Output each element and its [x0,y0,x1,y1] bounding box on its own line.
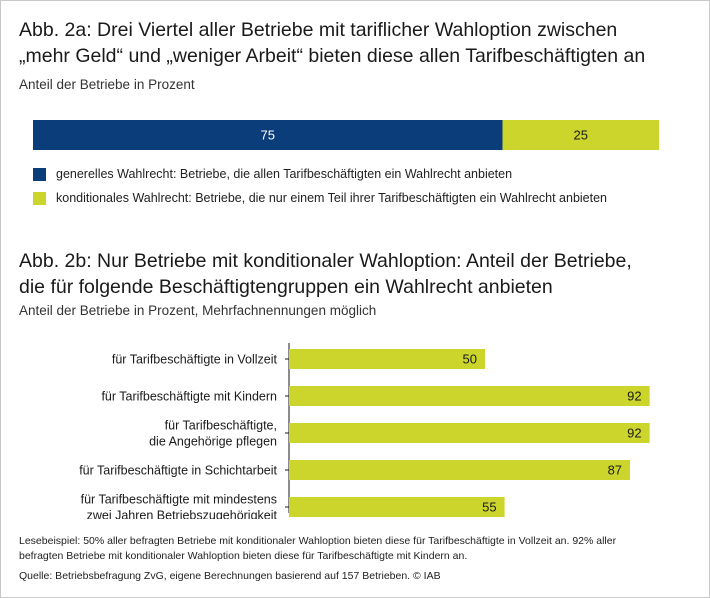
bar-value-label-4: 87 [608,463,622,478]
legend-label-conditional: konditionales Wahlrecht: Betriebe, die n… [56,191,608,205]
reading-example-line2: befragten Betriebe mit konditionaler Wah… [19,550,468,562]
bar-segment-label-2: 25 [574,128,588,143]
bar-segment-label-1: 75 [261,128,275,143]
category-label-3-line2: die Angehörige pflegen [149,435,277,449]
fig-b-title: Abb. 2b: Nur Betriebe mit konditionaler … [19,248,632,300]
legend-swatch-general [33,167,46,181]
bar-4 [289,460,631,480]
category-label-2: für Tarifbeschäftigte mit Kindern [101,390,277,404]
fig-a-title: Abb. 2a: Drei Viertel aller Betriebe mit… [19,17,645,69]
legend-label-general: generelles Wahlrecht: Betriebe, die alle… [56,167,513,181]
bar-3 [289,423,650,443]
bar-segment-2 [502,120,659,150]
category-label-4: für Tarifbeschäftigte in Schichtarbeit [79,464,277,478]
legend-item-general: generelles Wahlrecht: Betriebe, die alle… [33,166,512,182]
stacked-bar-chart: 75 25 [33,120,659,150]
fig-a-title-line1: Abb. 2a: Drei Viertel aller Betriebe mit… [19,19,618,41]
category-label-5-line2: zwei Jahren Betriebszugehörigkeit [87,509,278,520]
bar-1 [289,349,485,369]
bar-value-label-3: 92 [627,426,641,441]
legend-swatch-conditional [33,191,46,205]
bar-value-label-1: 50 [463,352,477,367]
fig-a-title-line2: „mehr Geld“ und „weniger Arbeit“ bieten … [19,45,646,67]
bar-5 [289,497,505,517]
category-label-5-line1: für Tarifbeschäftigte mit mindestens [81,493,277,507]
fig-b-title-line1: Abb. 2b: Nur Betriebe mit konditionaler … [19,250,632,272]
bar-value-label-2: 92 [627,389,641,404]
fig-b-title-line2: die für folgende Beschäftigtengruppen ei… [19,276,553,298]
bar-2 [289,386,650,406]
horizontal-bar-chart: 50 für Tarifbeschäftigte in Vollzeit 92 für… [79,343,650,520]
bar-value-label-5: 55 [482,500,496,515]
category-label-1: für Tarifbeschäftigte in Vollzeit [112,353,278,367]
source-note: Quelle: Betriebsbefragung ZvG, eigene Be… [19,570,441,582]
fig-a-subtitle: Anteil der Betriebe in Prozent [19,77,195,92]
bar-segment-1 [33,120,503,150]
fig-b-subtitle: Anteil der Betriebe in Prozent, Mehrfach… [19,303,377,318]
reading-example: Lesebeispiel: 50% aller befragten Betrie… [19,534,699,564]
legend-item-conditional: konditionales Wahlrecht: Betriebe, die n… [33,190,607,206]
category-label-3-line1: für Tarifbeschäftigte, [165,419,277,433]
reading-example-line1: Lesebeispiel: 50% aller befragten Betrie… [19,535,617,547]
